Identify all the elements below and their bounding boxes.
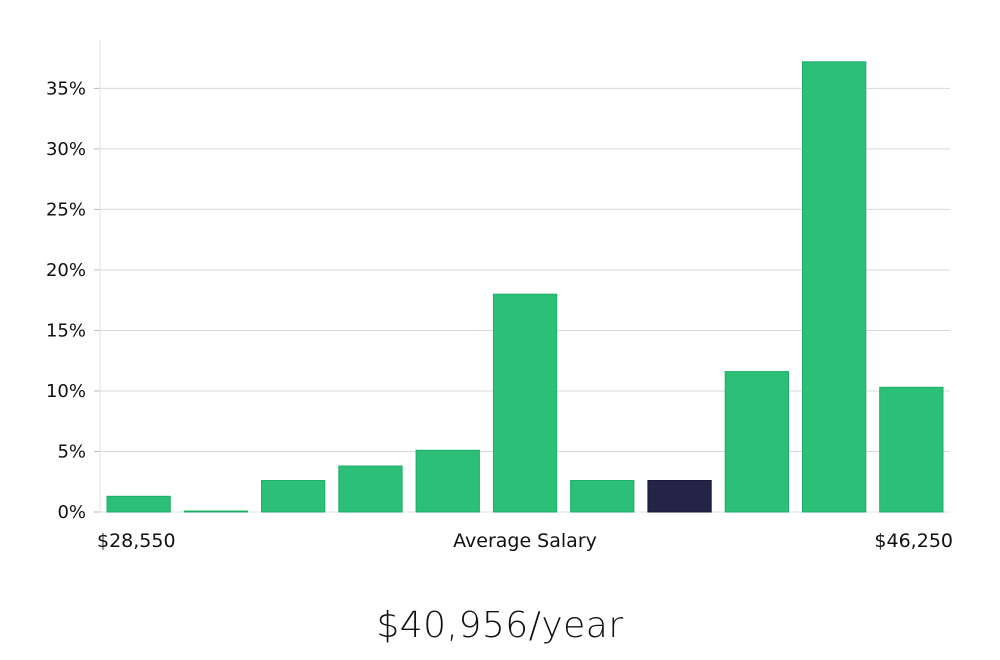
y-tick-label: 15%: [46, 320, 86, 341]
y-tick-label: 10%: [46, 381, 86, 402]
bar-highlighted: [647, 480, 712, 513]
y-tick-label: 20%: [46, 260, 86, 281]
bar: [492, 293, 558, 513]
y-tick-label: 5%: [57, 441, 86, 462]
y-tick-label: 30%: [46, 139, 86, 160]
y-tick-label: 0%: [57, 502, 86, 523]
x-min-label: $28,550: [97, 530, 176, 552]
bar: [415, 449, 480, 513]
y-tick-label: 25%: [46, 199, 86, 220]
bar: [338, 465, 403, 513]
bar: [724, 371, 790, 513]
bar: [570, 480, 635, 513]
x-axis-labels: $28,550 Average Salary $46,250: [97, 530, 953, 552]
y-tick-labels: 0% 5% 10% 15% 20% 25% 30% 35%: [46, 78, 86, 523]
x-axis-title: Average Salary: [453, 530, 597, 552]
bar: [106, 495, 171, 513]
salary-distribution-chart: 0% 5% 10% 15% 20% 25% 30% 35% $28,550 Average S…: [46, 40, 953, 552]
average-salary-value: $40,956/year: [376, 605, 624, 646]
bar: [183, 510, 249, 513]
bar: [261, 480, 326, 513]
y-tick-label: 35%: [46, 78, 86, 99]
bar: [879, 386, 944, 513]
x-max-label: $46,250: [874, 530, 953, 552]
bars: [106, 61, 944, 513]
bar: [802, 61, 867, 513]
